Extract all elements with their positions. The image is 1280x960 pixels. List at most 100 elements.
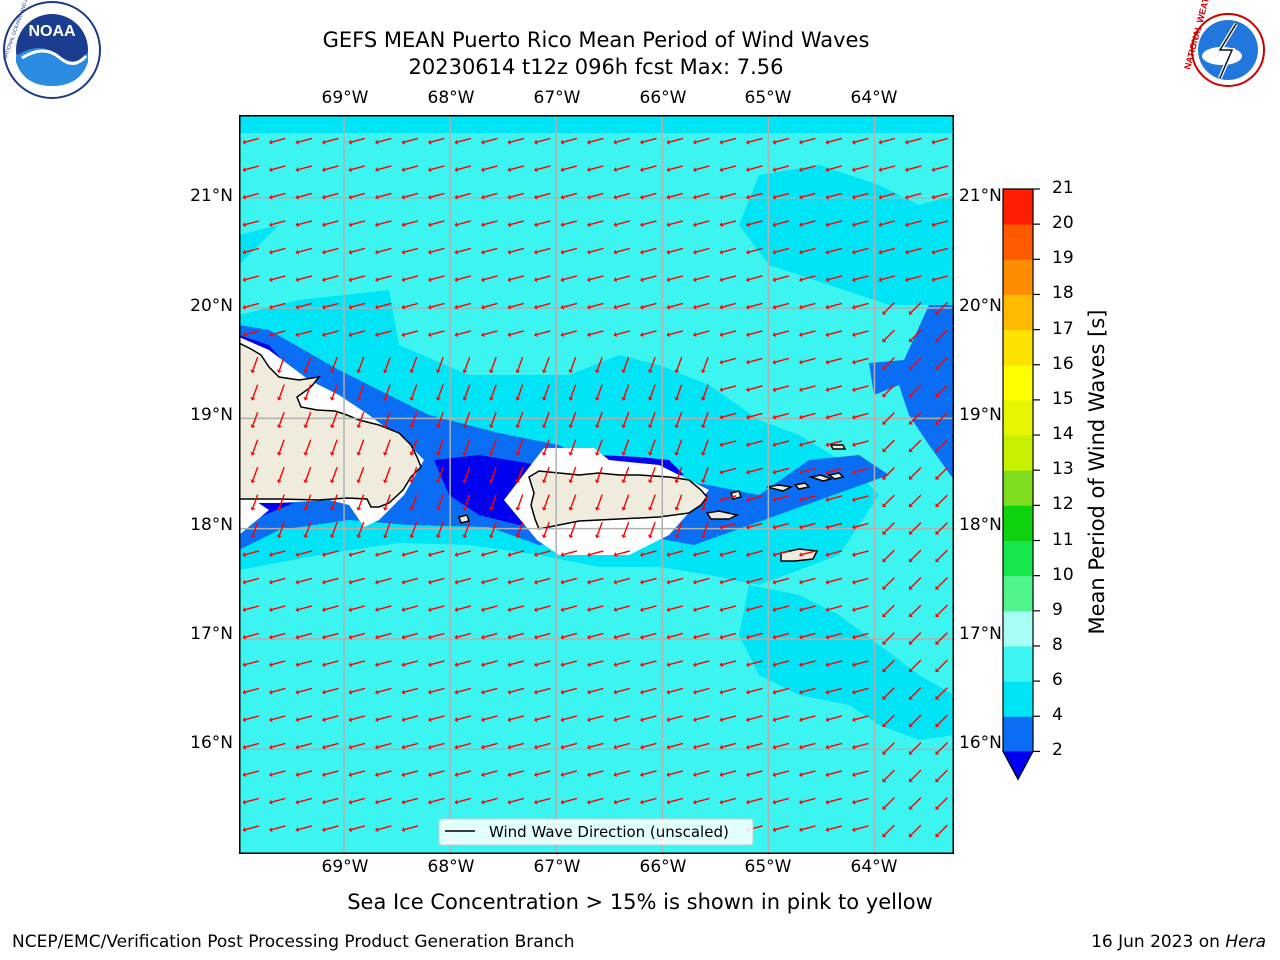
wave-direction-arrow [303,356,312,374]
wave-direction-arrow [693,550,710,558]
wave-direction-arrow [382,384,391,401]
wave-direction-arrow [852,357,869,365]
wave-direction-arrow [799,522,816,530]
wave-direction-arrow [303,439,312,456]
wave-direction-arrow [825,220,843,228]
wave-direction-arrow [454,770,472,778]
wave-direction-arrow [454,165,472,173]
wave-direction-arrow [613,687,631,695]
colorbar-tick-label: 14 [1052,424,1074,445]
wave-direction-arrow [242,742,260,750]
wave-direction-arrow [541,356,550,374]
wave-direction-arrow [587,330,604,338]
wave-direction-arrow [401,302,419,310]
wave-direction-arrow [250,384,259,401]
colorbar-tick-label: 18 [1052,283,1074,304]
wave-direction-arrow [322,247,339,255]
wave-direction-arrow [640,577,657,585]
wave-direction-arrow [507,192,525,200]
wave-direction-arrow [534,137,551,145]
wave-direction-arrow [401,715,419,723]
wave-direction-arrow [621,356,630,374]
wave-direction-arrow [905,220,922,228]
wave-direction-arrow [594,521,603,539]
wave-direction-arrow [799,495,816,503]
wave-direction-arrow [852,770,869,778]
wave-direction-arrow [647,494,656,511]
wave-direction-arrow [719,247,737,255]
wave-direction-arrow [269,247,286,255]
wave-direction-arrow [666,550,684,558]
wave-direction-arrow [666,577,684,585]
wave-direction-arrow [375,247,392,255]
wave-direction-arrow [534,550,551,558]
wave-direction-arrow [322,797,339,805]
wave-direction-arrow [882,357,895,370]
vieques [705,510,740,520]
chart-title: GEFS MEAN Puerto Rico Mean Period of Win… [322,28,870,52]
wave-direction-arrow [428,192,445,200]
wave-direction-arrow [825,495,843,503]
wave-direction-arrow [568,439,577,456]
x-tick-bottom: 66°W [639,857,687,877]
wave-direction-arrow [560,660,578,668]
wave-direction-arrow [295,302,313,310]
wave-direction-arrow [882,714,895,728]
wave-direction-arrow [481,770,498,778]
wave-direction-arrow [882,797,895,810]
colorbar-band [1003,540,1033,577]
wave-direction-arrow [303,384,312,401]
wave-direction-arrow [825,550,843,558]
wave-direction-arrow [905,247,922,255]
wave-direction-arrow [825,605,843,613]
wave-direction-arrow [908,659,922,673]
colorbar-tick-label: 9 [1052,599,1063,620]
wave-direction-arrow [931,192,949,200]
wave-direction-arrow [462,521,471,539]
wave-direction-arrow [375,770,392,778]
wave-direction-arrow [375,220,392,228]
y-tick-right: 20°N [959,296,1002,316]
wave-direction-arrow [693,330,710,338]
wave-direction-arrow [613,165,631,173]
wave-direction-arrow [746,632,763,640]
wave-direction-arrow [242,770,260,778]
map-grid [239,115,954,854]
wave-direction-arrow [799,467,816,475]
wave-direction-arrow [428,137,445,145]
wave-direction-arrow [613,715,631,723]
wave-direction-arrow [481,797,498,805]
anegada [829,444,847,450]
wave-direction-arrow [935,522,948,535]
wave-direction-arrow [647,439,656,456]
wave-direction-arrow [825,247,843,255]
wave-direction-arrow [640,660,657,668]
wave-direction-arrow [772,247,790,255]
wave-direction-arrow [295,770,313,778]
colorbar-tick-label: 13 [1052,459,1074,480]
wave-direction-arrow [719,770,737,778]
wave-direction-arrow [401,220,419,228]
wave-direction-arrow [878,220,896,228]
producer-credit: NCEP/EMC/Verification Post Processing Pr… [12,932,575,952]
wave-direction-arrow [693,247,710,255]
wave-direction-arrow [700,521,709,539]
wave-direction-arrow [772,495,790,503]
wave-direction-arrow [935,302,948,315]
wave-direction-arrow [242,165,260,173]
virgin-gorda [827,472,845,480]
wave-direction-arrow [481,742,498,750]
colorbar-tick-label: 19 [1052,248,1074,269]
wave-direction-arrow [348,192,366,200]
wave-direction-arrow [269,825,286,833]
wave-direction-arrow [401,632,419,640]
wave-direction-arrow [276,411,285,429]
wave-direction-arrow [534,715,551,723]
wave-direction-arrow [908,604,922,618]
wave-direction-arrow [852,165,869,173]
wave-direction-arrow [242,632,260,640]
wave-direction-arrow [825,357,843,365]
wave-direction-arrow [878,137,896,145]
wave-direction-arrow [356,521,365,539]
wave-direction-arrow [428,797,445,805]
